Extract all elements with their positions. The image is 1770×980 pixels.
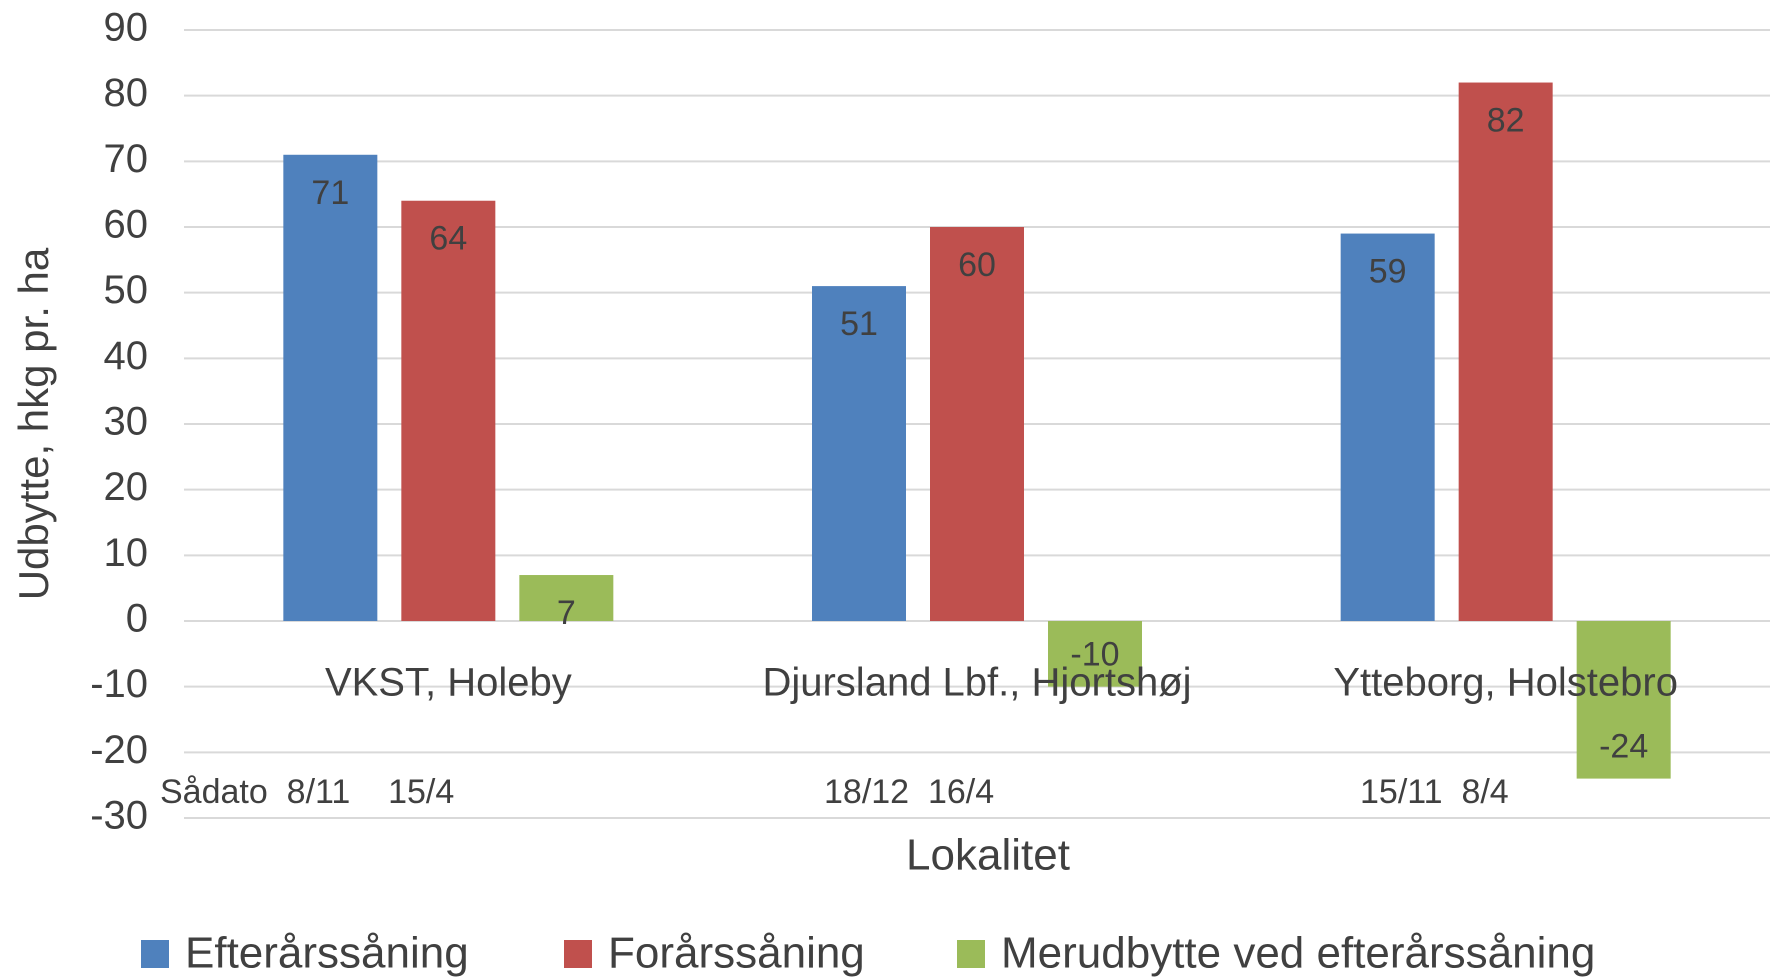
legend-label: Efterårssåning <box>185 929 469 978</box>
y-tick-label: 10 <box>104 531 149 575</box>
data-label: 71 <box>311 174 349 212</box>
annotation: 18/12 16/4 <box>824 773 994 811</box>
x-tick-label: Ytteborg, Holstebro <box>1333 661 1678 705</box>
annotation: Sådato 8/11 15/4 <box>160 773 454 811</box>
y-axis-title: Udbytte, hkg pr. ha <box>10 247 57 600</box>
legend-swatch <box>141 940 169 968</box>
legend-label: Merudbytte ved efterårssåning <box>1001 929 1595 978</box>
x-tick-label: Djursland Lbf., Hjortshøj <box>762 661 1191 705</box>
bar <box>283 154 378 621</box>
data-label: 82 <box>1487 102 1525 140</box>
y-tick-label: 20 <box>104 465 149 509</box>
bar <box>812 286 906 621</box>
y-tick-label: -30 <box>90 794 148 838</box>
bar <box>1048 621 1142 687</box>
y-tick-label: 40 <box>104 334 149 378</box>
bar <box>1340 233 1435 622</box>
y-tick-label: 60 <box>104 203 149 247</box>
y-tick-label: 80 <box>104 71 149 115</box>
y-tick-label: 0 <box>126 597 148 641</box>
bar <box>401 200 496 621</box>
data-label: 7 <box>557 594 576 632</box>
data-label: 51 <box>840 305 878 343</box>
bar <box>1576 621 1671 779</box>
data-label: -24 <box>1599 728 1648 766</box>
bar <box>930 227 1024 621</box>
data-label: 59 <box>1369 253 1407 291</box>
legend-label: Forårssåning <box>608 929 865 978</box>
x-axis-title: Lokalitet <box>906 831 1070 880</box>
data-label: 60 <box>958 246 996 284</box>
y-tick-label: -10 <box>90 662 148 706</box>
legend-swatch <box>564 940 592 968</box>
bar <box>1458 82 1553 622</box>
y-tick-label: 30 <box>104 400 149 444</box>
x-tick-label: VKST, Holeby <box>325 661 572 705</box>
data-label: 64 <box>429 220 467 258</box>
y-tick-label: -20 <box>90 728 148 772</box>
legend-swatch <box>957 940 985 968</box>
bar <box>519 575 614 621</box>
data-label: -10 <box>1070 636 1119 674</box>
annotation: 15/11 8/4 <box>1360 773 1509 811</box>
y-tick-label: 70 <box>104 137 149 181</box>
y-tick-label: 50 <box>104 268 149 312</box>
y-tick-label: 90 <box>104 6 149 50</box>
